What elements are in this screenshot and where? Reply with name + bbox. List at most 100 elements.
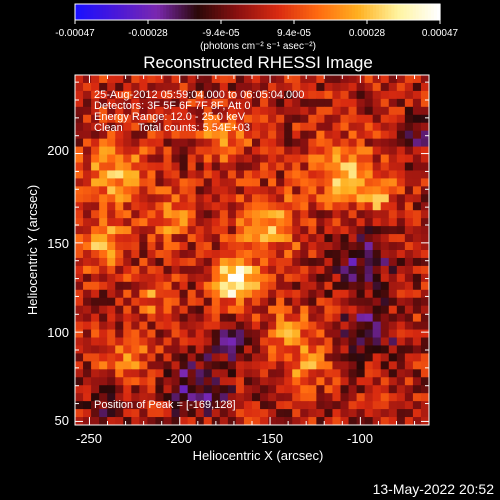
heatmap-cell: [324, 75, 333, 84]
heatmap-cell: [404, 82, 414, 92]
heatmap-cell: [91, 234, 100, 243]
heatmap-cell: [171, 329, 181, 338]
heatmap-cell: [332, 250, 341, 259]
heatmap-cell: [300, 273, 309, 283]
heatmap-cell: [268, 353, 277, 362]
heatmap-cell: [195, 369, 205, 378]
heatmap-cell: [276, 353, 285, 362]
heatmap-cell: [284, 210, 293, 219]
heatmap-cell: [179, 305, 189, 315]
heatmap-cell: [123, 218, 132, 227]
heatmap-cell: [340, 265, 350, 275]
heatmap-cell: [163, 393, 173, 402]
heatmap-cell: [91, 297, 100, 307]
heatmap-cell: [388, 154, 398, 163]
heatmap-cell: [260, 305, 269, 315]
heatmap-cell: [227, 369, 237, 378]
heatmap-cell: [308, 98, 317, 108]
heatmap-cell: [171, 345, 181, 354]
heatmap-cell: [348, 130, 358, 140]
heatmap-cell: [219, 329, 229, 338]
heatmap-cell: [324, 162, 333, 171]
heatmap-cell: [252, 226, 261, 235]
heatmap-cell: [107, 361, 116, 370]
heatmap-cell: [211, 226, 221, 235]
heatmap-cell: [284, 122, 293, 132]
colorbar-tick-label: -0.00028: [128, 28, 168, 39]
heatmap-cell: [260, 202, 269, 211]
heatmap-cell: [284, 194, 293, 203]
heatmap-cell: [139, 257, 148, 267]
heatmap-cell: [268, 210, 277, 219]
heatmap-cell: [179, 250, 189, 259]
heatmap-cell: [131, 385, 140, 394]
heatmap-cell: [348, 281, 358, 291]
heatmap-cell: [83, 409, 92, 418]
heatmap-cell: [155, 313, 164, 323]
heatmap-cell: [99, 186, 108, 195]
heatmap-cell: [420, 226, 430, 235]
heatmap-cell: [99, 377, 108, 386]
heatmap-cell: [219, 98, 229, 108]
heatmap-cell: [260, 265, 269, 275]
heatmap-cell: [380, 98, 390, 108]
heatmap-cell: [316, 122, 325, 132]
heatmap-cell: [155, 401, 164, 410]
heatmap-cell: [388, 98, 398, 108]
heatmap-cell: [276, 218, 285, 227]
heatmap-cell: [211, 90, 221, 100]
heatmap-cell: [83, 90, 92, 100]
heatmap-cell: [99, 345, 108, 354]
heatmap-cell: [252, 393, 261, 402]
heatmap-cell: [412, 377, 422, 386]
heatmap-cell: [332, 98, 341, 108]
heatmap-cell: [123, 242, 132, 251]
heatmap-cell: [316, 305, 325, 315]
heatmap-cell: [404, 170, 414, 179]
heatmap-cell: [356, 385, 366, 394]
heatmap-cell: [332, 385, 341, 394]
heatmap-cell: [115, 90, 124, 100]
colorbar-cell: [93, 4, 97, 20]
heatmap-cell: [332, 82, 341, 92]
heatmap-cell: [292, 265, 301, 275]
heatmap-cell: [155, 75, 164, 84]
heatmap-cell: [252, 313, 261, 323]
heatmap-cell: [316, 385, 325, 394]
heatmap-cell: [115, 353, 124, 362]
heatmap-cell: [380, 194, 390, 203]
heatmap-cell: [115, 130, 124, 140]
heatmap-cell: [412, 265, 422, 275]
heatmap-cell: [99, 146, 108, 156]
heatmap-cell: [372, 138, 382, 148]
heatmap-cell: [300, 417, 309, 426]
heatmap-cell: [195, 281, 205, 291]
heatmap-cell: [163, 114, 173, 124]
heatmap-cell: [372, 393, 382, 402]
heatmap-cell: [324, 138, 333, 148]
heatmap-cell: [219, 234, 229, 243]
heatmap-cell: [388, 138, 398, 148]
heatmap-cell: [147, 122, 156, 132]
heatmap-cell: [75, 178, 84, 187]
heatmap-cell: [372, 409, 382, 418]
heatmap-cell: [348, 75, 358, 84]
colorbar-cell: [233, 4, 237, 20]
heatmap-cell: [139, 114, 148, 124]
heatmap-cell: [91, 265, 100, 275]
heatmap-cell: [412, 122, 422, 132]
heatmap-cell: [284, 265, 293, 275]
heatmap-cell: [276, 242, 285, 251]
colorbar-tick-label: 0.00047: [422, 28, 459, 39]
heatmap-cell: [139, 273, 148, 283]
heatmap-cell: [211, 250, 221, 259]
heatmap-cell: [348, 98, 358, 108]
heatmap-cell: [243, 98, 253, 108]
heatmap-cell: [372, 130, 382, 140]
heatmap-cell: [171, 210, 181, 219]
heatmap-cell: [308, 329, 317, 338]
heatmap-cell: [155, 194, 164, 203]
heatmap-cell: [203, 130, 213, 140]
heatmap-cell: [276, 178, 285, 187]
heatmap-cell: [260, 313, 269, 323]
